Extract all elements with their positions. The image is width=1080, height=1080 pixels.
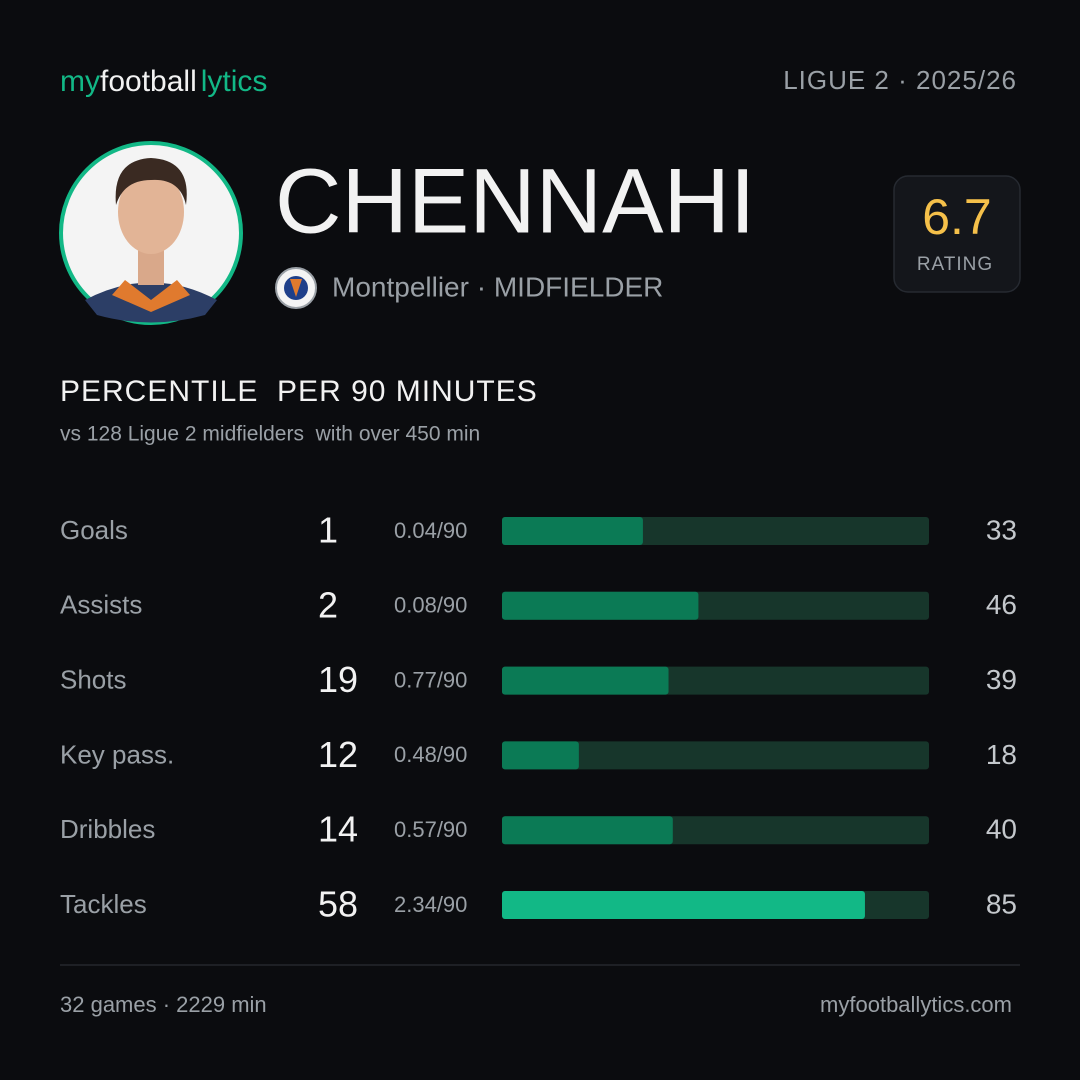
bar-track: [502, 741, 929, 770]
brand: myfootball lytics: [60, 65, 267, 98]
percentile-bar: [502, 816, 673, 845]
stat-label: Assists: [60, 590, 142, 620]
shirt-collar: [112, 280, 190, 312]
stat-label: Dribbles: [60, 814, 155, 844]
footer-right: myfootballytics.com: [820, 992, 1012, 1017]
stat-label: Tackles: [60, 889, 147, 919]
section-subtitle: vs 128 Ligue 2 midfielders with over 450…: [60, 423, 480, 446]
percentile-label: 40: [986, 814, 1017, 845]
percentile-label: 39: [986, 664, 1017, 695]
stat-per90: 0.08/90: [394, 593, 467, 618]
stat-count: 58: [318, 884, 358, 925]
rating-value: 6.7: [922, 189, 992, 245]
stat-label: Goals: [60, 515, 128, 545]
brand-part: lytics: [201, 65, 268, 98]
brand-part: my: [60, 65, 100, 98]
brand-part: football: [100, 65, 197, 98]
stat-per90: 0.77/90: [394, 667, 467, 692]
face: [118, 170, 184, 254]
percentile-bar: [502, 591, 699, 620]
percentile-label: 46: [986, 589, 1017, 620]
stat-per90: 0.57/90: [394, 817, 467, 842]
percentile-label: 33: [986, 514, 1017, 545]
percentile-bar: [502, 741, 579, 770]
percentile-bar: [502, 891, 865, 919]
badge-mark: [290, 279, 302, 297]
league: LIGUE 2 · 2025/26: [783, 65, 1017, 95]
stat-per90: 2.34/90: [394, 892, 467, 917]
footer-left: 32 games · 2229 min: [60, 992, 267, 1017]
percentile-label: 18: [986, 739, 1017, 770]
hair: [115, 158, 187, 205]
percentile-bar: [502, 517, 643, 545]
stat-label: Key pass.: [60, 739, 174, 769]
stat-per90: 0.48/90: [394, 742, 467, 767]
rating-box: [893, 175, 1021, 293]
stat-count: 2: [318, 584, 338, 625]
player-photo: [59, 141, 243, 325]
stat-label: Shots: [60, 664, 127, 694]
section-title: PERCENTILE PER 90 MINUTES: [60, 375, 538, 408]
rating-label: RATING: [917, 254, 993, 275]
player-meta: Montpellier · MIDFIELDER: [332, 271, 663, 302]
percentile-bar: [502, 666, 669, 695]
stat-count: 19: [318, 659, 358, 700]
stat-rows: Goals 1 0.04/90 33 Assists 2 0.08/90 46 Shots 19 0…: [60, 510, 1017, 925]
stat-count: 1: [318, 510, 338, 551]
stat-count: 14: [318, 809, 358, 850]
player-name: CHENNAHI: [275, 150, 755, 252]
stat-count: 12: [318, 734, 358, 775]
club-badge: [275, 267, 317, 309]
percentile-label: 85: [986, 888, 1017, 919]
stat-per90: 0.04/90: [394, 518, 467, 543]
